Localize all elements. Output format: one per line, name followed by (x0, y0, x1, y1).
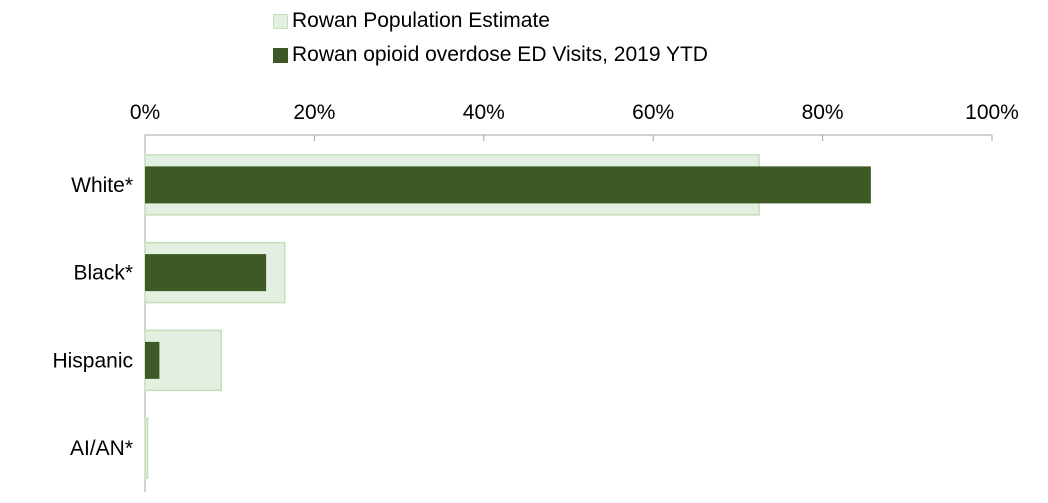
bar-population (144, 417, 149, 479)
legend-item-population: Rowan Population Estimate (273, 4, 708, 38)
x-tick-label: 80% (802, 101, 844, 124)
legend-label-population: Rowan Population Estimate (292, 9, 550, 32)
bar-ed-visits (145, 166, 871, 204)
category-label: Black* (73, 262, 133, 285)
legend-item-ed-visits: Rowan opioid overdose ED Visits, 2019 YT… (273, 38, 708, 72)
legend-label-ed-visits: Rowan opioid overdose ED Visits, 2019 YT… (292, 43, 708, 66)
bar-ed-visits (145, 254, 267, 292)
category-label: AI/AN* (70, 437, 133, 460)
category-label: White* (71, 174, 133, 197)
x-tick-label: 40% (463, 101, 505, 124)
category-label: Hispanic (52, 349, 133, 372)
bar-ed-visits (145, 341, 160, 379)
legend-swatch-population (273, 13, 288, 29)
x-tick-label: 100% (965, 101, 1019, 124)
x-tick-label: 20% (293, 101, 335, 124)
legend: Rowan Population Estimate Rowan opioid o… (273, 4, 708, 72)
legend-swatch-ed-visits (273, 47, 288, 63)
x-tick-label: 0% (130, 101, 160, 124)
x-tick-label: 60% (632, 101, 674, 124)
